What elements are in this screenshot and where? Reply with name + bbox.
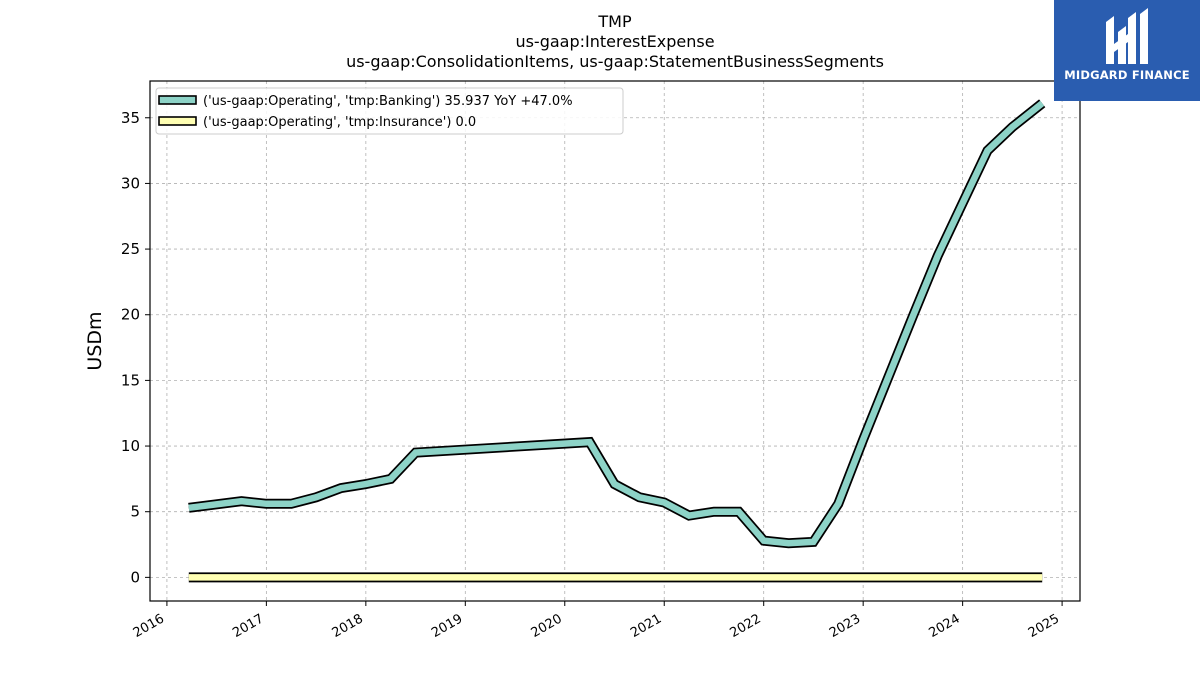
y-tick-label: 35 [121, 109, 140, 127]
legend: ('us-gaap:Operating', 'tmp:Banking') 35.… [155, 87, 624, 135]
series-layer [188, 99, 1046, 583]
y-axis-label: USDm [84, 311, 106, 370]
grid-lines [150, 81, 1080, 601]
x-tick-label: 2017 [230, 611, 266, 641]
x-tick-label: 2021 [628, 611, 664, 641]
brand-name: MIDGARD FINANCE [1064, 68, 1190, 82]
plot-area-frame [149, 80, 1081, 602]
series-outline [188, 99, 1046, 549]
x-tick-label: 2025 [1026, 611, 1062, 641]
y-tick-label: 0 [130, 568, 140, 586]
x-tick-label: 2019 [429, 611, 465, 641]
y-tick-label: 15 [121, 371, 140, 389]
y-axis: 0 5 10 15 20 25 30 35 [121, 109, 150, 586]
series-banking-line [188, 99, 1046, 549]
x-tick-label: 2020 [529, 611, 565, 641]
chart-title-line: us-gaap:InterestExpense [515, 32, 714, 51]
y-tick-label: 20 [121, 306, 140, 324]
chart-title-block: TMPus-gaap:InterestExpenseus-gaap:Consol… [346, 12, 884, 71]
x-tick-label: 2024 [926, 611, 962, 641]
y-tick-label: 30 [121, 174, 140, 192]
y-tick-label: 5 [130, 503, 140, 521]
x-axis: 2016 2017 2018 2019 2020 2021 2022 2023 2024 2025 [131, 601, 1063, 641]
x-tick-label: 2023 [827, 611, 863, 641]
legend-entry-label: ('us-gaap:Operating', 'tmp:Insurance') 0… [203, 115, 476, 130]
y-tick-label: 25 [121, 240, 140, 258]
midgard-logo-icon [1106, 8, 1148, 64]
chart-title-line: us-gaap:ConsolidationItems, us-gaap:Stat… [346, 52, 884, 71]
series-fill [188, 100, 1045, 547]
y-tick-label: 10 [121, 437, 140, 455]
legend-swatch [158, 116, 197, 126]
chart-title-line: TMP [597, 12, 632, 31]
brand-logo: MIDGARD FINANCE [1054, 0, 1200, 101]
legend-entry-label: ('us-gaap:Operating', 'tmp:Banking') 35.… [203, 94, 573, 109]
legend-box [155, 87, 624, 135]
x-tick-label: 2016 [131, 611, 167, 641]
legend-swatch [158, 95, 197, 105]
x-tick-label: 2022 [728, 611, 764, 641]
x-tick-label: 2018 [330, 611, 366, 641]
